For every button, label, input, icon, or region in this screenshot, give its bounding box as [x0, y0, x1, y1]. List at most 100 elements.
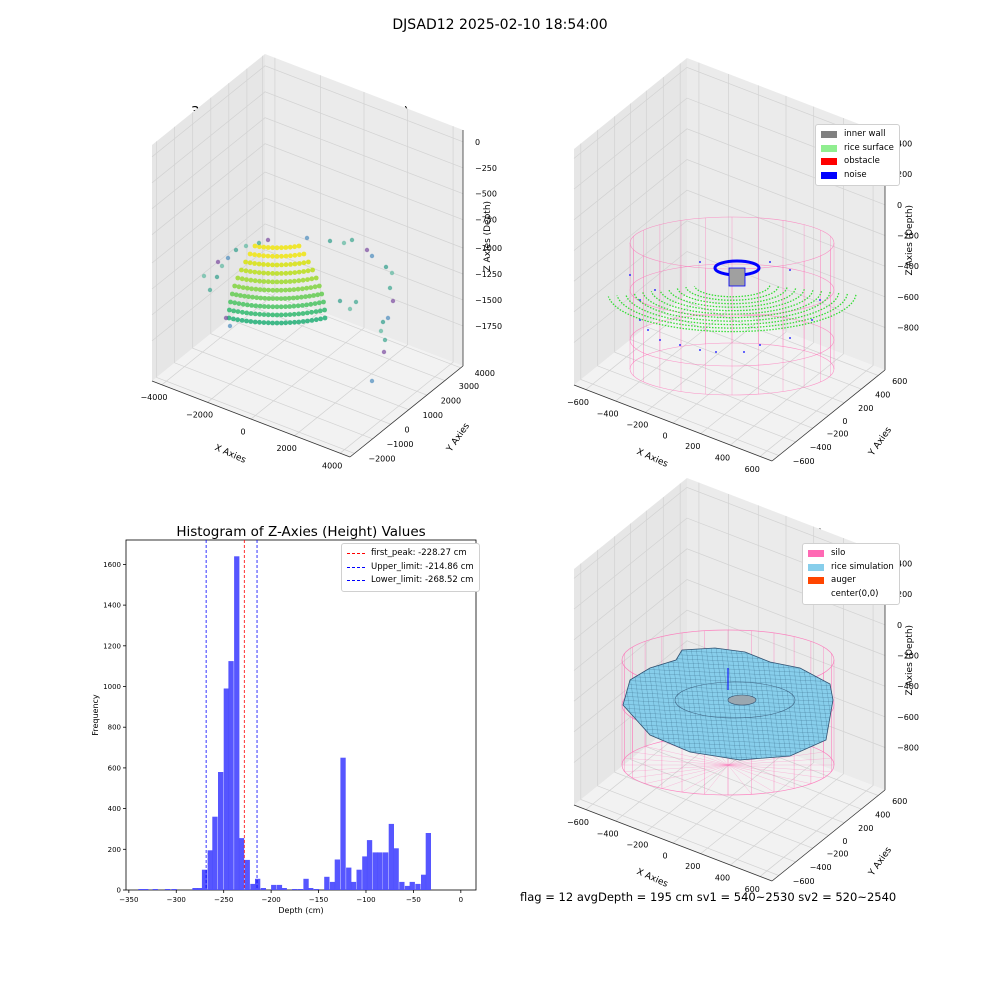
noise-point	[715, 351, 717, 353]
data-point	[257, 287, 263, 292]
rice-surface-points	[607, 294, 857, 333]
silo-wire	[727, 764, 752, 795]
data-point	[254, 295, 260, 301]
noise-point	[789, 269, 791, 271]
histogram-bar	[350, 881, 357, 890]
data-point	[265, 245, 271, 250]
data-point	[296, 269, 302, 275]
x-axis-label: Depth (cm)	[278, 906, 323, 915]
grid-line	[151, 91, 464, 184]
x-axis-label: X Axies	[635, 447, 670, 470]
data-point	[283, 279, 289, 285]
z-tick-label: −600	[897, 293, 919, 302]
plot3-legend: first_peak: -228.27 cm Upper_limit: -214…	[341, 543, 480, 592]
x-tick-label: 200	[685, 862, 700, 871]
mesh-line	[744, 648, 764, 760]
z-tick-label: −200	[897, 651, 919, 660]
data-point	[244, 310, 250, 316]
data-point	[278, 287, 284, 293]
data-point	[309, 318, 315, 323]
data-point	[214, 274, 220, 280]
data-point	[240, 301, 246, 307]
noise-point	[743, 351, 745, 353]
data-point	[240, 285, 246, 290]
data-point	[274, 271, 280, 276]
data-point	[252, 261, 257, 266]
data-point	[313, 317, 319, 323]
y-tick-label: 600	[892, 377, 907, 386]
data-point	[317, 308, 323, 314]
plot1-axes: −4000 −2000 0 2000 4000 −2000 −1000 0 1000 2000 30…	[140, 54, 502, 471]
data-point	[283, 262, 289, 268]
data-point	[286, 295, 292, 301]
y-tick-label: 1400	[103, 602, 121, 610]
data-point	[270, 271, 275, 276]
histogram-bar	[421, 874, 427, 890]
data-point	[239, 276, 245, 282]
data-point	[270, 279, 275, 285]
x-tick-label: −600	[567, 818, 589, 827]
data-point	[300, 311, 306, 316]
legend-first-peak: first_peak: -228.27 cm	[347, 547, 474, 561]
silo-wire	[681, 764, 729, 793]
data-point	[304, 310, 310, 316]
legend-noise: noise	[821, 169, 894, 183]
mesh-line	[623, 711, 833, 723]
data-point	[265, 237, 271, 243]
data-point	[309, 276, 315, 282]
y-tick-label: 3000	[459, 382, 479, 391]
data-point	[312, 301, 318, 306]
rice-surface-points	[642, 290, 823, 319]
grid-line	[151, 143, 464, 235]
data-point	[278, 304, 284, 310]
data-point	[283, 304, 288, 310]
z-tick-label: −600	[897, 713, 919, 722]
y-axis-label: Y Axies	[867, 425, 895, 458]
rice-simulation-surface	[622, 647, 834, 761]
grid-line	[262, 55, 461, 369]
data-point	[235, 275, 241, 281]
y-tick-label: 400	[875, 390, 890, 399]
data-point	[304, 235, 310, 241]
legend-label: center(0,0)	[831, 588, 879, 599]
mesh-line	[704, 648, 724, 760]
legend-label: first_peak: -228.27 cm	[371, 548, 467, 558]
data-point	[297, 252, 302, 258]
x-tick-label: 200	[685, 442, 700, 451]
data-point	[253, 286, 259, 292]
data-point	[233, 292, 239, 298]
y-tick-label: −600	[793, 877, 815, 886]
grid-line	[585, 62, 700, 390]
histogram-bar	[255, 878, 261, 890]
data-point	[245, 285, 250, 291]
x-axis-line	[151, 380, 351, 458]
x-tick-label: −400	[597, 409, 619, 418]
data-point	[266, 304, 271, 310]
noise-point	[629, 274, 631, 276]
x-tick-label: 400	[715, 873, 730, 882]
z-tick-label: 0	[897, 621, 902, 630]
data-point	[278, 296, 284, 301]
x-tick-label: 4000	[322, 462, 342, 471]
data-point	[252, 269, 258, 275]
grid-line	[573, 579, 886, 671]
data-point	[265, 253, 271, 259]
data-point	[313, 275, 319, 281]
data-point	[265, 262, 271, 268]
histogram-bar	[393, 848, 399, 890]
histogram-bar	[234, 556, 240, 890]
data-point	[239, 318, 245, 323]
data-point	[248, 311, 254, 316]
data-point	[389, 270, 395, 276]
data-point	[261, 312, 267, 317]
data-point	[270, 262, 275, 268]
y-tick-label: −600	[793, 457, 815, 466]
z-tick-label: 0	[475, 138, 480, 147]
data-point	[243, 268, 249, 274]
histogram-bar	[201, 869, 208, 890]
grid-line	[662, 77, 862, 390]
data-point	[274, 279, 280, 285]
histogram-bar	[171, 889, 177, 890]
x-tick-label: −100	[356, 896, 375, 904]
data-point	[261, 270, 267, 276]
